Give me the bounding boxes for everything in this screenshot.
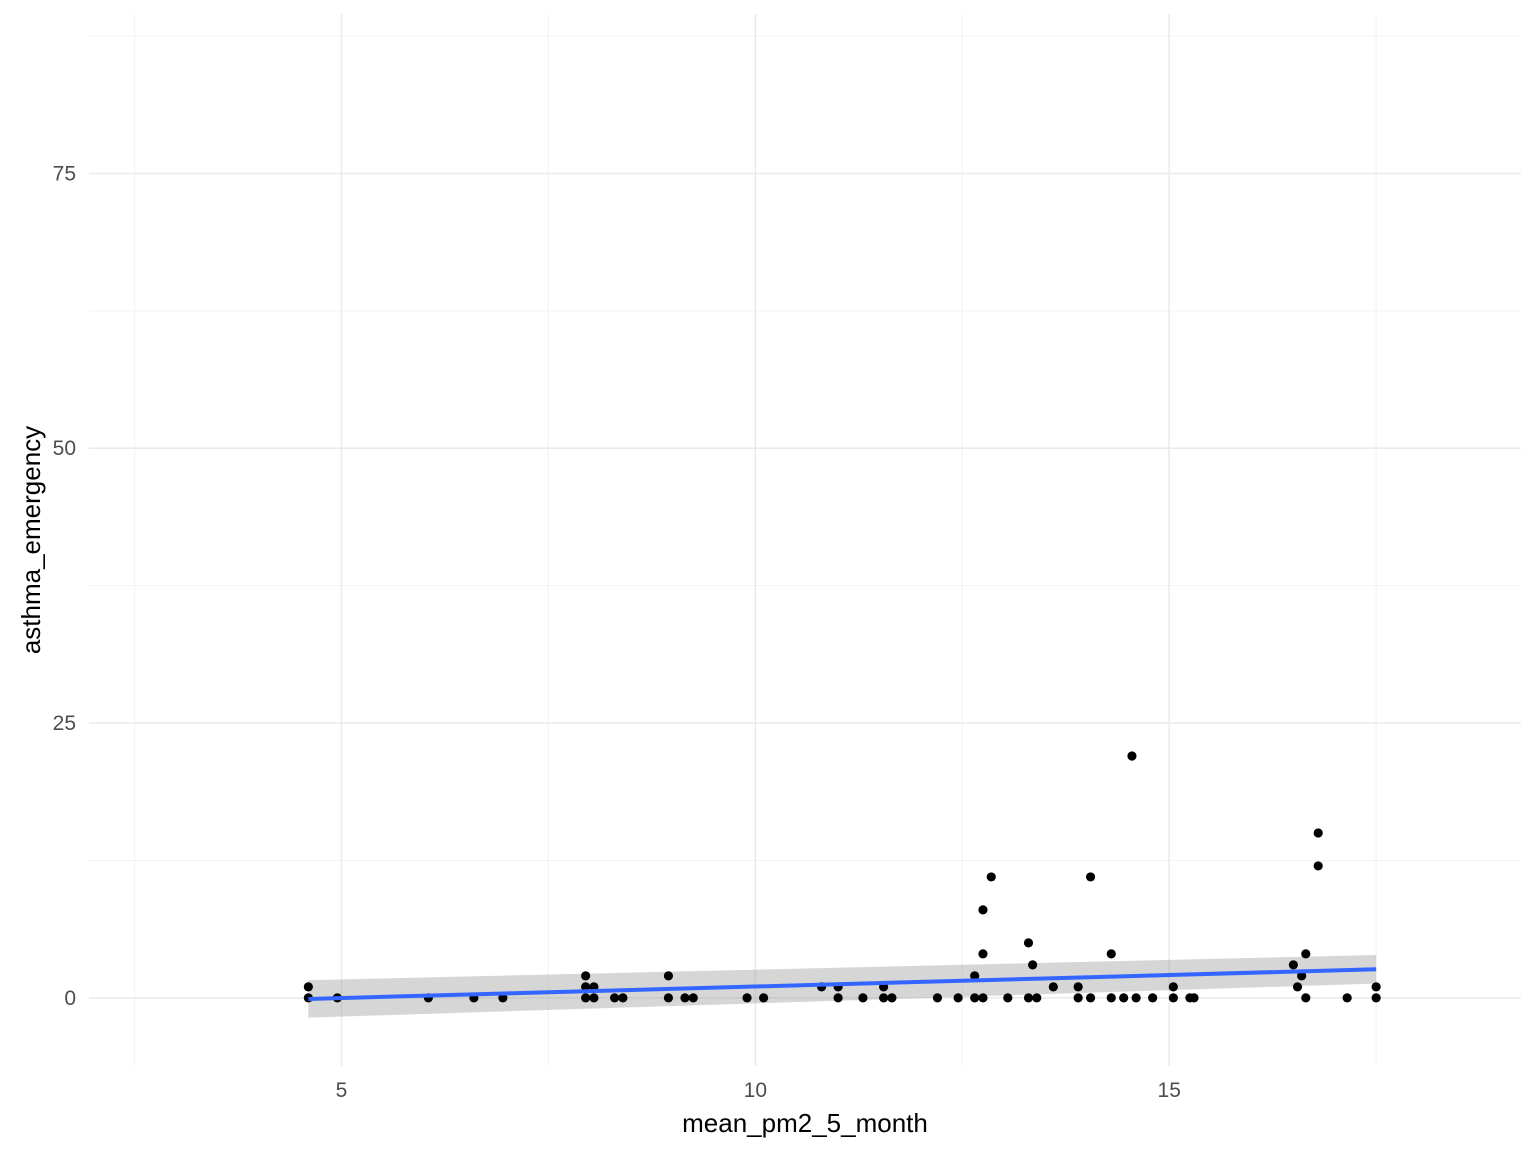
x-axis-title: mean_pm2_5_month xyxy=(682,1108,928,1138)
data-point-47 xyxy=(1127,751,1137,761)
x-tick-label-2: 15 xyxy=(1158,1079,1181,1102)
data-point-13 xyxy=(663,971,674,981)
data-point-16 xyxy=(688,993,698,1003)
data-point-14 xyxy=(663,993,674,1003)
data-point-55 xyxy=(1292,982,1303,992)
data-point-38 xyxy=(1032,993,1042,1003)
data-point-63 xyxy=(1371,993,1381,1003)
data-point-0 xyxy=(303,982,313,992)
data-point-50 xyxy=(1168,982,1178,992)
data-point-56 xyxy=(1297,971,1307,981)
data-point-49 xyxy=(1148,993,1158,1003)
data-point-22 xyxy=(858,993,868,1003)
data-point-28 xyxy=(970,971,980,981)
data-point-17 xyxy=(742,993,752,1003)
data-point-21 xyxy=(833,993,843,1003)
data-point-25 xyxy=(887,993,897,1003)
data-point-12 xyxy=(618,993,628,1003)
data-point-26 xyxy=(932,993,943,1003)
data-point-37 xyxy=(1028,960,1038,970)
y-tick-label-2: 50 xyxy=(53,437,76,460)
data-point-43 xyxy=(1085,993,1096,1003)
data-point-30 xyxy=(978,905,988,915)
data-point-31 xyxy=(978,949,988,959)
trend-line xyxy=(308,967,1377,1001)
data-point-53 xyxy=(1189,993,1199,1003)
data-point-11 xyxy=(610,993,620,1003)
data-point-34 xyxy=(1003,993,1013,1003)
data-point-29 xyxy=(970,993,980,1003)
trend-line-layer xyxy=(308,967,1377,1001)
data-point-40 xyxy=(1073,982,1083,992)
data-point-46 xyxy=(1119,993,1129,1003)
minor-gridlines xyxy=(89,14,1521,1066)
data-point-24 xyxy=(879,993,889,1003)
data-point-45 xyxy=(1106,993,1116,1003)
data-point-7 xyxy=(581,982,591,992)
data-point-62 xyxy=(1371,982,1381,992)
y-axis-title: asthma_emergency xyxy=(16,426,46,654)
data-point-51 xyxy=(1168,993,1178,1003)
data-point-36 xyxy=(1023,993,1034,1003)
data-point-48 xyxy=(1131,993,1141,1003)
data-point-8 xyxy=(581,993,591,1003)
data-point-6 xyxy=(581,971,591,981)
x-tick-label-1: 10 xyxy=(744,1079,767,1102)
data-point-58 xyxy=(1301,993,1311,1003)
y-tick-label-0: 0 xyxy=(64,987,76,1010)
data-point-59 xyxy=(1313,828,1323,838)
data-point-60 xyxy=(1313,861,1323,871)
data-point-33 xyxy=(986,872,996,882)
data-point-61 xyxy=(1342,993,1352,1003)
data-point-42 xyxy=(1085,872,1096,882)
y-tick-labels: 0 25 50 75 xyxy=(53,162,76,1009)
y-tick-label-3: 75 xyxy=(53,162,76,185)
data-point-54 xyxy=(1288,960,1298,970)
data-point-35 xyxy=(1023,938,1034,948)
data-points xyxy=(303,751,1381,1003)
x-tick-labels: 5 10 15 xyxy=(336,1079,1181,1102)
major-gridlines xyxy=(89,14,1521,1066)
data-point-44 xyxy=(1106,949,1116,959)
data-point-39 xyxy=(1048,982,1058,992)
x-tick-label-0: 5 xyxy=(336,1079,348,1102)
data-point-27 xyxy=(953,993,963,1003)
data-point-15 xyxy=(680,993,690,1003)
y-tick-label-1: 25 xyxy=(53,712,76,735)
data-point-32 xyxy=(978,993,988,1003)
data-point-41 xyxy=(1073,993,1083,1003)
data-point-57 xyxy=(1301,949,1311,959)
data-point-18 xyxy=(759,993,769,1003)
data-point-10 xyxy=(589,993,599,1003)
